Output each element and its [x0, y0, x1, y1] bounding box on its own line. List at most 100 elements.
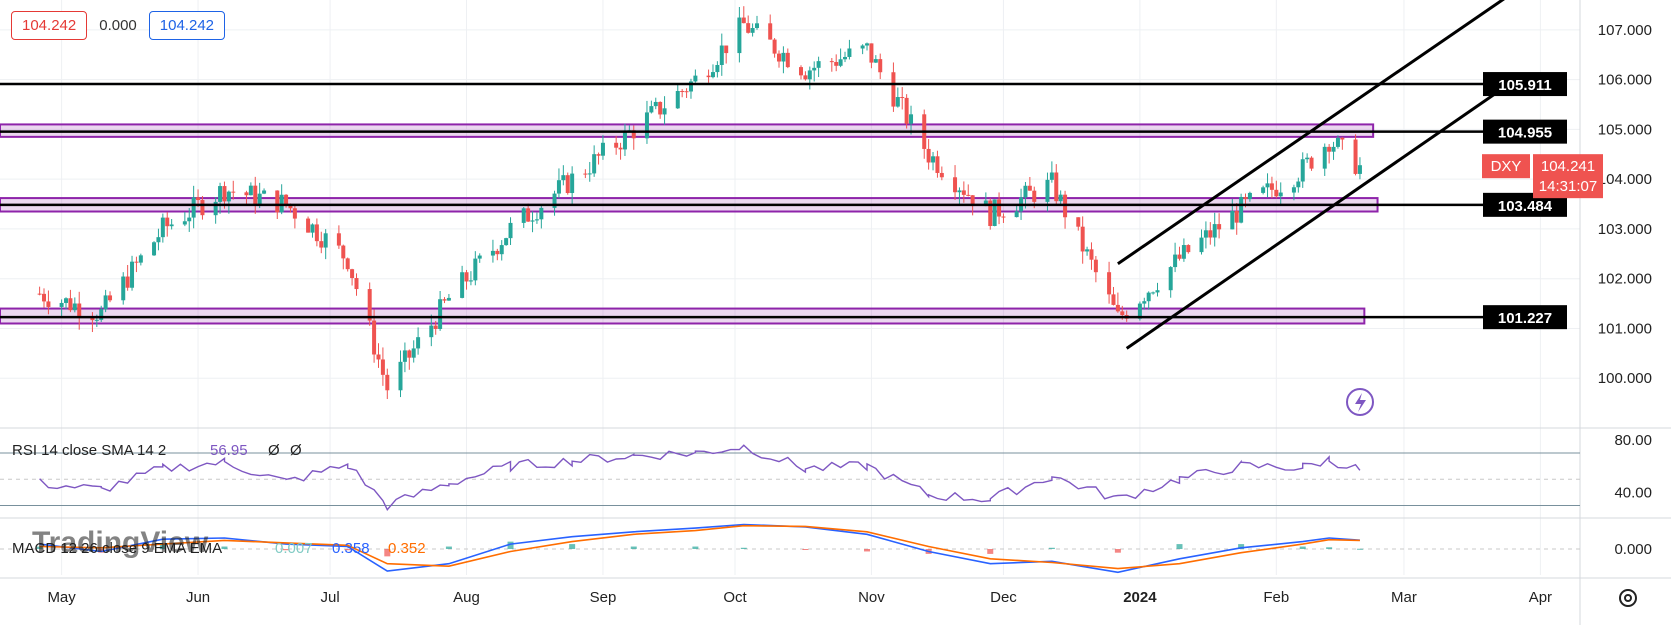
rsi-title: RSI 14 close SMA 14 2 [12, 442, 166, 459]
candle-body [847, 48, 852, 57]
candle-body [244, 192, 249, 196]
candle-body [1111, 294, 1116, 305]
candle-body [1199, 237, 1204, 253]
candle-body [561, 175, 566, 181]
candle-body [446, 297, 451, 301]
macd-histogram-bar [507, 541, 514, 549]
candle-body [306, 218, 311, 233]
settings-icon[interactable] [1616, 586, 1640, 610]
y-tick-label: 103.000 [1598, 221, 1652, 238]
candle-body [781, 52, 786, 62]
candle-body [460, 272, 465, 298]
candle-body [1239, 196, 1244, 223]
candle-body [165, 217, 170, 227]
x-tick-label: Nov [858, 589, 885, 606]
candle-body [90, 317, 95, 321]
candle-body [587, 173, 592, 175]
candle-body [438, 299, 443, 329]
alert-lightning-icon [1355, 393, 1366, 412]
candle-body [42, 293, 47, 302]
candle-body [152, 242, 157, 256]
candle-body [1322, 146, 1327, 169]
candle-body [411, 348, 416, 358]
candle-body [1045, 179, 1050, 202]
level-price-label: 105.911 [1498, 77, 1551, 94]
candle-body [1186, 245, 1191, 253]
candle-body [1089, 249, 1094, 260]
x-tick-label: Mar [1391, 589, 1417, 606]
candle-body [130, 261, 135, 288]
candle-body [59, 302, 64, 307]
candle-body [94, 319, 99, 321]
symbol-label: DXY [1491, 158, 1522, 175]
candle-body [108, 295, 113, 301]
candle-body [376, 354, 381, 360]
macd-histogram-bar [344, 549, 351, 551]
candle-body [416, 337, 421, 349]
x-tick-label: Feb [1263, 589, 1289, 606]
buy-price-button[interactable]: 104.242 [148, 11, 226, 40]
candle-body [754, 23, 759, 29]
candle-body [508, 222, 513, 239]
macd-histogram-bar [1326, 547, 1333, 549]
candle-body [891, 72, 896, 107]
candle-body [200, 200, 205, 216]
candle-body [262, 190, 267, 194]
candle-body [803, 75, 808, 80]
candle-body [433, 325, 438, 329]
candle-body [1181, 245, 1186, 259]
level-price-tag [1483, 305, 1567, 330]
candle-body [1261, 187, 1266, 193]
x-tick-label: Sep [590, 589, 617, 606]
candle-body [1327, 146, 1332, 152]
rsi-tick-label: 80.00 [1614, 432, 1652, 449]
candle-body [526, 208, 531, 222]
candle-body [37, 293, 42, 295]
rsi-extra-value: Ø [290, 442, 302, 459]
y-tick-label: 105.000 [1598, 121, 1652, 138]
macd-histogram-bar [1176, 544, 1183, 549]
candle-body [953, 177, 958, 193]
candle-body [354, 278, 359, 290]
candle-body [970, 195, 975, 207]
candle-body [983, 200, 988, 207]
candle-body [1177, 254, 1182, 259]
candle-body [1137, 303, 1142, 319]
candle-body [988, 200, 993, 226]
candle-body [125, 276, 130, 288]
candle-body [966, 194, 971, 196]
sell-price-button[interactable]: 104.242 [11, 11, 88, 40]
candle-body [1305, 157, 1310, 160]
candle-body [904, 97, 909, 124]
candle-body [992, 199, 997, 226]
candle-body [473, 258, 478, 281]
candle-body [592, 154, 597, 174]
candle-body [275, 190, 280, 213]
candle-body [160, 217, 165, 238]
candle-body [218, 186, 223, 202]
candle-body [429, 325, 434, 338]
candle-body [785, 52, 790, 68]
candle-body [724, 45, 729, 54]
candle-body [231, 191, 236, 193]
y-tick-label: 104.000 [1598, 171, 1652, 188]
candle-body [1230, 211, 1235, 230]
candle-body [64, 298, 69, 303]
macd-title: MACD 12 26 close 9 EMA EMA [12, 540, 222, 557]
candle-body [1173, 254, 1178, 268]
macd-histogram-bar [1356, 548, 1363, 550]
candle-body [675, 91, 680, 109]
macd-histogram-bar [630, 546, 637, 549]
candle-body [799, 67, 804, 76]
candle-body [1107, 272, 1112, 295]
candle-body [834, 62, 839, 66]
candle-body [865, 43, 870, 46]
level-price-label: 103.484 [1498, 198, 1553, 215]
candle-body [156, 237, 161, 243]
candle-body [1093, 259, 1098, 273]
candle-body [248, 185, 253, 196]
macd-histogram-bar [1048, 547, 1055, 549]
x-tick-label: Oct [723, 589, 747, 606]
candle-body [873, 59, 878, 63]
